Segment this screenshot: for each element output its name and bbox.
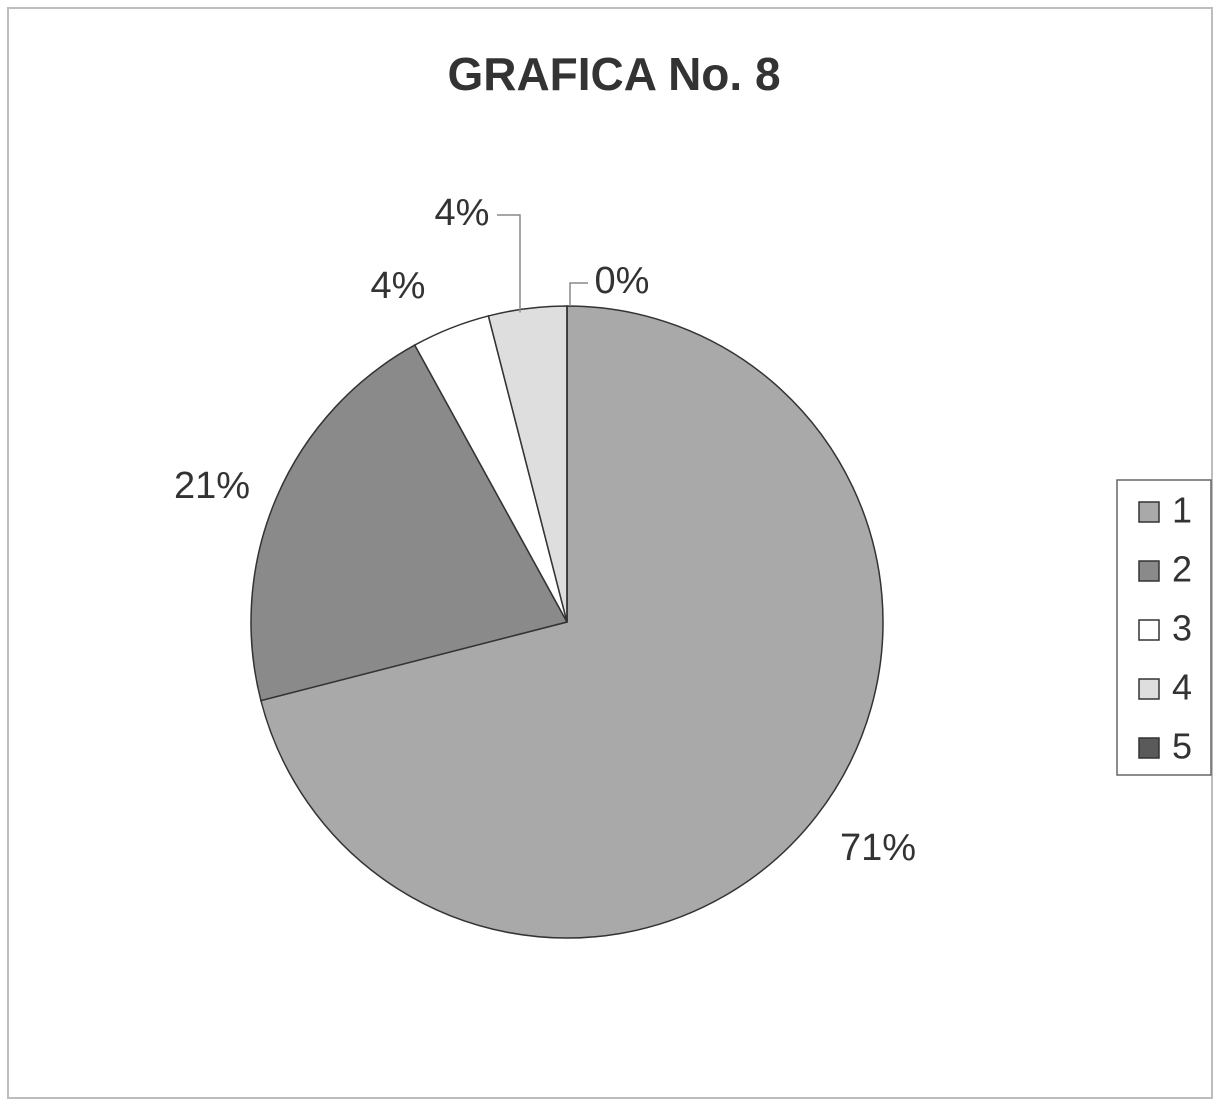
pie-slice [260, 305, 884, 939]
legend-label: 4 [1172, 667, 1192, 708]
leader-line [497, 214, 521, 313]
legend-swatch [1138, 501, 1160, 523]
data-label: 71% [840, 827, 916, 869]
legend-swatch [1138, 560, 1160, 582]
legend-swatch [1138, 678, 1160, 700]
data-label: 4% [435, 192, 490, 234]
legend-swatch [1138, 619, 1160, 641]
leader-line [569, 282, 588, 306]
legend-label: 2 [1172, 549, 1192, 590]
data-label: 21% [174, 465, 250, 507]
legend-label: 3 [1172, 608, 1192, 649]
legend-label: 5 [1172, 726, 1192, 767]
legend-label: 1 [1172, 490, 1192, 531]
legend-box [1116, 479, 1212, 776]
data-label: 0% [595, 260, 650, 302]
chart-title: GRAFICA No. 8 [447, 48, 780, 100]
legend-swatch [1138, 737, 1160, 759]
data-label: 4% [371, 265, 426, 307]
pie-slice [250, 344, 569, 702]
